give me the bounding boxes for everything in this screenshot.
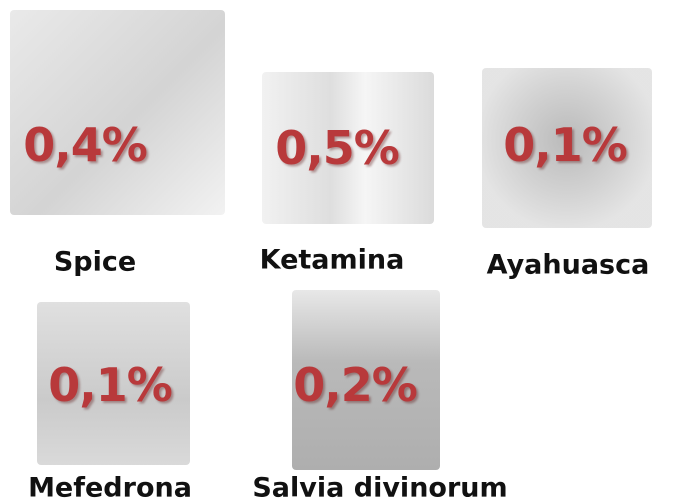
percentage-label: 0,4% xyxy=(23,118,148,172)
product-image xyxy=(482,68,652,228)
percentage-label: 0,1% xyxy=(48,358,173,412)
product-image xyxy=(37,302,190,465)
product-image xyxy=(262,72,434,224)
product-image xyxy=(10,10,225,215)
product-image xyxy=(292,290,440,470)
substance-name: Mefedrona xyxy=(28,472,192,504)
percentage-label: 0,5% xyxy=(275,121,400,175)
percentage-label: 0,2% xyxy=(293,358,418,412)
substance-name: Salvia divinorum xyxy=(252,472,508,504)
substance-name: Spice xyxy=(53,246,137,278)
percentage-label: 0,1% xyxy=(503,118,628,172)
substance-name: Ketamina xyxy=(259,244,405,276)
substance-name: Ayahuasca xyxy=(486,249,650,281)
